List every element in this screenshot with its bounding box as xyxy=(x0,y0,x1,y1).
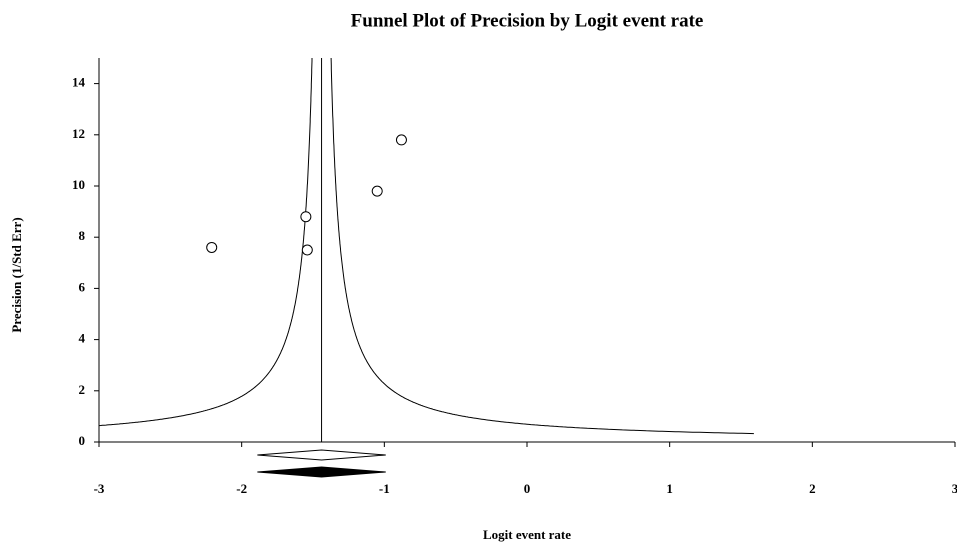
x-tick-label: 3 xyxy=(952,481,957,496)
y-tick-label: 4 xyxy=(79,331,86,346)
x-tick-label: 1 xyxy=(666,481,673,496)
study-point xyxy=(371,185,383,197)
x-tick-label: 0 xyxy=(524,481,531,496)
study-point xyxy=(206,241,218,253)
y-tick-label: 14 xyxy=(72,75,86,90)
y-axis-label: Precision (1/Std Err) xyxy=(9,217,24,332)
x-tick-label: -2 xyxy=(236,481,247,496)
y-tick-label: 2 xyxy=(79,382,86,397)
y-tick-label: 12 xyxy=(72,126,85,141)
x-tick-label: -3 xyxy=(94,481,105,496)
y-tick-label: 0 xyxy=(79,433,86,448)
study-point xyxy=(301,244,313,256)
study-point xyxy=(300,211,312,223)
funnel-line xyxy=(98,58,313,427)
x-axis-label: Logit event rate xyxy=(483,527,571,542)
y-tick-label: 8 xyxy=(79,228,86,243)
summary-diamond xyxy=(257,466,386,478)
chart-title: Funnel Plot of Precision by Logit event … xyxy=(351,10,704,31)
y-tick-label: 6 xyxy=(79,279,86,294)
x-tick-label: 2 xyxy=(809,481,816,496)
funnel-line xyxy=(330,57,754,435)
study-point xyxy=(395,134,407,146)
y-tick-label: 10 xyxy=(72,177,85,192)
x-tick-label: -1 xyxy=(379,481,390,496)
summary-diamond xyxy=(257,449,386,461)
